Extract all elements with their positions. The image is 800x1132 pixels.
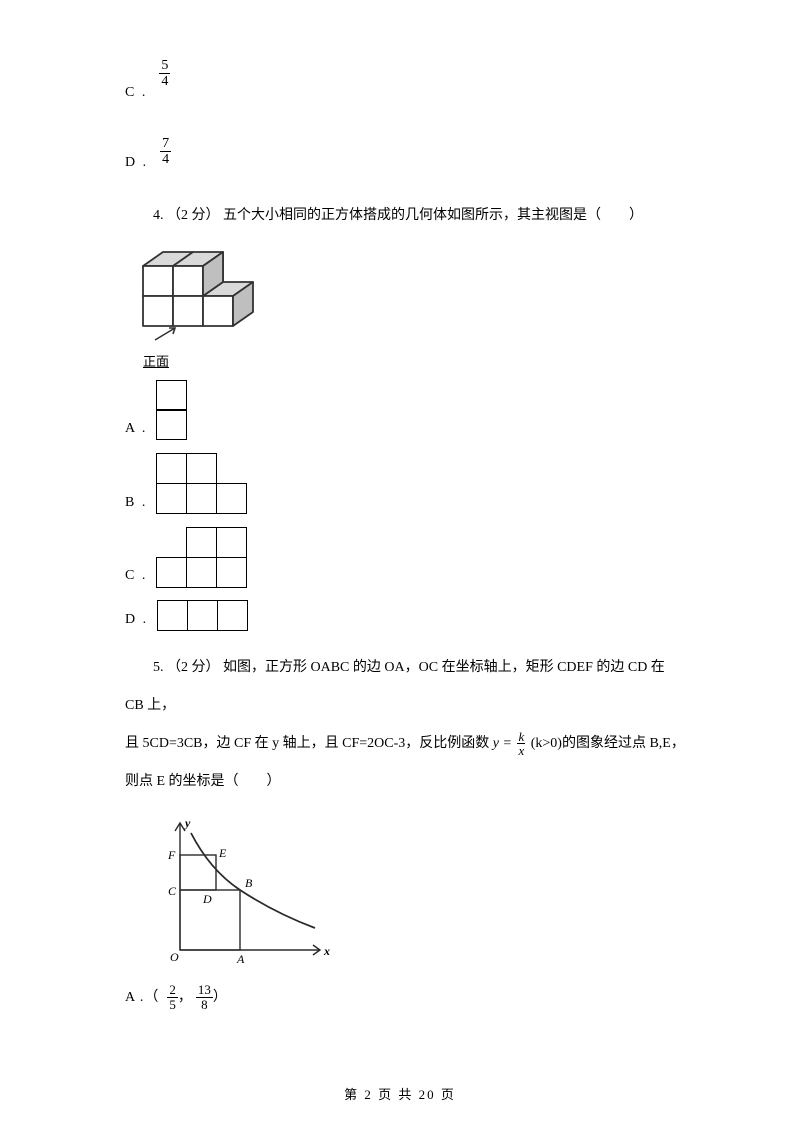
fraction-denominator: 4 <box>159 74 170 89</box>
q4-geometry-figure: 正面 <box>125 242 685 373</box>
graph-label-D: D <box>202 892 212 906</box>
q4-points: （2 分） <box>167 208 220 223</box>
frac-num: 13 <box>196 983 213 998</box>
graph-label-y: y <box>183 816 191 830</box>
graph-label-O: O <box>170 950 179 964</box>
q5-points: （2 分） <box>167 660 220 675</box>
page-footer: 第 2 页 共 20 页 <box>0 1085 800 1106</box>
fraction-numerator: 7 <box>160 136 171 152</box>
graph-label-A: A <box>236 952 245 965</box>
q4-option-b-label: B . <box>125 492 147 514</box>
option-d-fraction: 7 4 <box>160 136 171 168</box>
q5-optA-comma: ， <box>178 987 192 1009</box>
q4-text: 五个大小相同的正方体搭成的几何体如图所示，其主视图是（ ） <box>223 208 643 223</box>
q4-option-b: B . <box>125 454 685 514</box>
q5-option-a-label: A .（ <box>125 987 159 1009</box>
q4-option-a: A . <box>125 381 685 441</box>
q5-option-a: A .（ 2 5 ， 13 8 ） <box>125 983 685 1013</box>
q5-line2b: (k>0)的图象经过点 B,E， <box>531 736 685 751</box>
q4-option-d-label: D . <box>125 609 148 631</box>
q4-option-d-grid <box>158 602 247 632</box>
isometric-cubes-icon <box>125 242 285 342</box>
q5-graph: O A B C D E F x y <box>155 815 685 973</box>
q5-optA-frac1: 2 5 <box>167 983 178 1013</box>
q5-number: 5. <box>153 660 164 675</box>
option-c-row: C . 5 4 <box>125 70 685 116</box>
q4-option-c: C . <box>125 528 685 588</box>
frac-num: 2 <box>167 983 178 998</box>
front-view-label: 正面 <box>143 352 685 373</box>
frac-den: 5 <box>167 998 178 1012</box>
graph-label-F: F <box>167 848 176 862</box>
q4-option-a-label: A . <box>125 418 147 440</box>
option-c-fraction: 5 4 <box>159 58 170 90</box>
q4-option-a-grid <box>157 381 187 441</box>
option-c-label: C . <box>125 82 147 104</box>
question-4: 4. （2 分） 五个大小相同的正方体搭成的几何体如图所示，其主视图是（ ） <box>125 202 685 230</box>
q5-line2a: 且 5CD=3CB，边 CF 在 y 轴上，且 CF=2OC-3，反比例函数 <box>125 736 493 751</box>
graph-label-E: E <box>218 846 227 860</box>
graph-label-B: B <box>245 876 253 890</box>
q5-k-over-x: k x <box>517 730 525 757</box>
coordinate-graph-icon: O A B C D E F x y <box>155 815 335 965</box>
q5-optA-close: ） <box>213 987 227 1009</box>
option-d-row: D . 7 4 <box>125 148 685 180</box>
q4-number: 4. <box>153 208 164 223</box>
q5-line3: 则点 E 的坐标是（ ） <box>125 774 281 789</box>
fraction-numerator: 5 <box>159 58 170 74</box>
q5-optA-frac2: 13 8 <box>196 983 213 1013</box>
question-5: 5. （2 分） 如图，正方形 OABC 的边 OA，OC 在坐标轴上，矩形 C… <box>125 649 685 800</box>
fraction-denominator: 4 <box>160 152 171 167</box>
frac-k: k <box>517 730 525 744</box>
frac-x: x <box>518 744 524 757</box>
q5-yequals: y = <box>493 736 512 751</box>
q4-option-c-grid <box>157 528 246 588</box>
q4-option-b-grid <box>157 454 246 514</box>
graph-label-C: C <box>168 884 177 898</box>
q4-option-c-label: C . <box>125 565 147 587</box>
q4-option-d: D . <box>125 602 685 632</box>
graph-label-x: x <box>323 944 330 958</box>
option-d-label: D . <box>125 152 148 174</box>
frac-den: 8 <box>199 998 210 1012</box>
